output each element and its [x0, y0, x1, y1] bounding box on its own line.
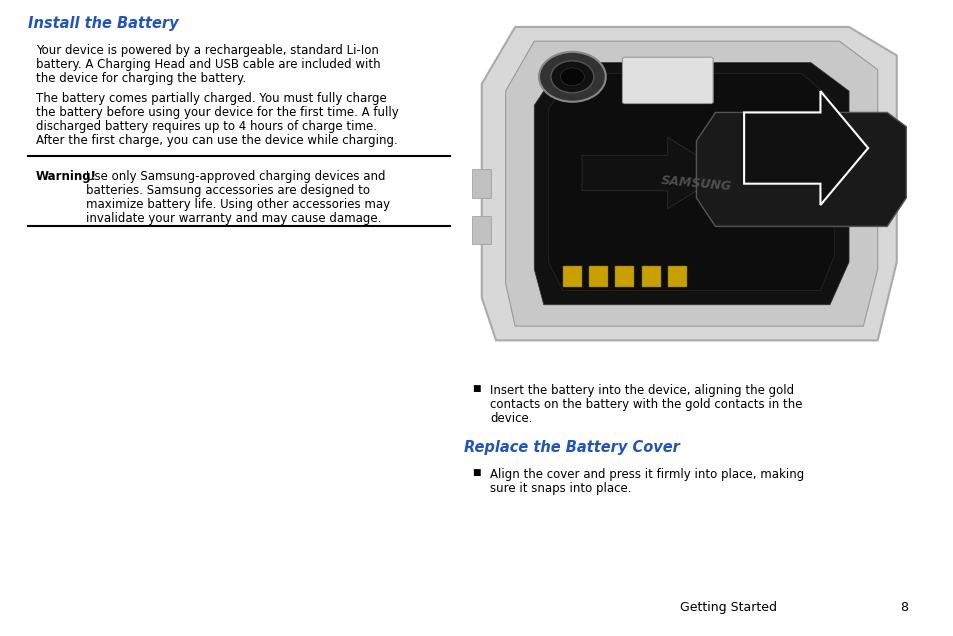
Text: the battery before using your device for the first time. A fully: the battery before using your device for… — [36, 106, 398, 119]
Text: ■: ■ — [472, 468, 480, 477]
Text: invalidate your warranty and may cause damage.: invalidate your warranty and may cause d… — [86, 212, 381, 225]
Polygon shape — [534, 62, 848, 305]
Text: discharged battery requires up to 4 hours of charge time.: discharged battery requires up to 4 hour… — [36, 120, 376, 133]
Text: Use only Samsung-approved charging devices and: Use only Samsung-approved charging devic… — [86, 170, 385, 183]
Circle shape — [559, 68, 583, 86]
Bar — [472, 169, 491, 198]
FancyBboxPatch shape — [621, 57, 712, 104]
Polygon shape — [696, 113, 905, 226]
Text: maximize battery life. Using other accessories may: maximize battery life. Using other acces… — [86, 198, 390, 211]
Circle shape — [538, 52, 605, 102]
Bar — [640, 266, 659, 287]
Text: the device for charging the battery.: the device for charging the battery. — [36, 72, 246, 85]
Text: contacts on the battery with the gold contacts in the: contacts on the battery with the gold co… — [490, 398, 801, 411]
Polygon shape — [743, 91, 867, 205]
Bar — [615, 266, 634, 287]
Polygon shape — [481, 27, 896, 340]
Polygon shape — [505, 41, 877, 326]
Polygon shape — [581, 137, 724, 209]
Text: sure it snaps into place.: sure it snaps into place. — [490, 482, 631, 495]
Text: Replace the Battery Cover: Replace the Battery Cover — [463, 440, 679, 455]
Text: Align the cover and press it firmly into place, making: Align the cover and press it firmly into… — [490, 468, 803, 481]
Text: device.: device. — [490, 412, 532, 425]
Bar — [588, 266, 608, 287]
Text: batteries. Samsung accessories are designed to: batteries. Samsung accessories are desig… — [86, 184, 370, 197]
Circle shape — [550, 61, 593, 93]
Text: battery. A Charging Head and USB cable are included with: battery. A Charging Head and USB cable a… — [36, 58, 380, 71]
Bar — [472, 216, 491, 244]
Text: Warning!: Warning! — [36, 170, 97, 183]
Text: Install the Battery: Install the Battery — [28, 16, 178, 31]
Text: SAMSUNG: SAMSUNG — [659, 174, 732, 193]
Bar — [562, 266, 581, 287]
Text: Your device is powered by a rechargeable, standard Li-Ion: Your device is powered by a rechargeable… — [36, 44, 378, 57]
Text: ■: ■ — [472, 384, 480, 393]
Text: Getting Started: Getting Started — [679, 601, 776, 614]
Polygon shape — [548, 73, 834, 291]
Text: After the first charge, you can use the device while charging.: After the first charge, you can use the … — [36, 134, 397, 147]
Text: 8: 8 — [899, 601, 907, 614]
Bar — [667, 266, 686, 287]
Text: Insert the battery into the device, aligning the gold: Insert the battery into the device, alig… — [490, 384, 793, 397]
Bar — [877, 187, 896, 209]
Text: The battery comes partially charged. You must fully charge: The battery comes partially charged. You… — [36, 92, 386, 105]
